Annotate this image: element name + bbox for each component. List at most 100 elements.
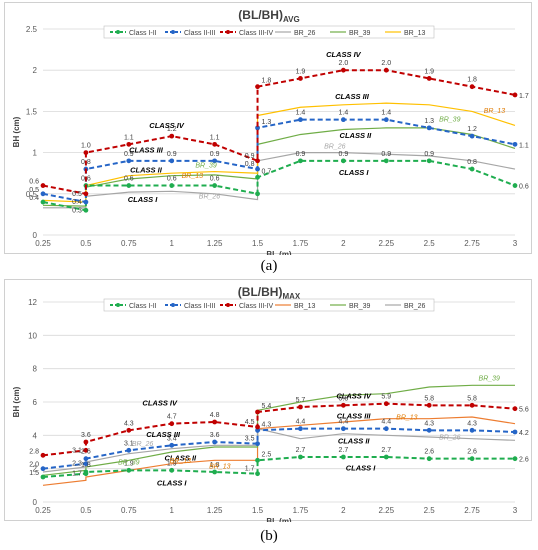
chart-b-data-label: 4.5 [245, 419, 255, 426]
chart-a-data-point [169, 158, 175, 164]
chart-b-annotation: CLASS IV [142, 398, 178, 407]
chart-b-annotation: CLASS IV [336, 392, 372, 401]
chart-a-data-label: 1.1 [124, 134, 134, 141]
chart-a-x-tick-label: 2.25 [378, 239, 394, 248]
chart-b-data-point [126, 447, 132, 453]
chart-b-data-point [298, 426, 303, 432]
chart-a-data-label: 0.6 [210, 176, 220, 183]
chart-a-data-label: 1.4 [338, 110, 348, 117]
chart-b-data-point [83, 439, 89, 445]
chart-b-data-label: 4.4 [338, 419, 348, 426]
chart-a-data-point [83, 199, 89, 205]
chart-b-legend-label: Class I-II [129, 303, 157, 310]
chart-b-y-tick-label: 4 [33, 431, 38, 440]
chart-b-series-line-class-iii-iv [42, 402, 516, 457]
chart-b-data-label: 3.6 [81, 432, 91, 439]
chart-a-data-label: 0.9 [245, 153, 255, 160]
chart-a-x-tick-label: 1.75 [293, 239, 309, 248]
chart-a-data-label: 0.9 [424, 151, 434, 158]
chart-a-data-point [383, 158, 389, 164]
chart-b-data-label: 3.5 [245, 436, 255, 443]
chart-b-annotation: CLASS I [346, 463, 377, 472]
chart-b-annotation: BR_39 [118, 460, 140, 467]
chart-b-data-point [469, 427, 475, 433]
chart-a-data-label: 1.7 [519, 93, 529, 100]
chart-b-x-tick-label: 1.5 [252, 506, 264, 515]
chart-b-data-point [469, 456, 475, 462]
chart-a-data-point [426, 76, 432, 81]
chart-a-data-label: 1.1 [519, 142, 529, 149]
chart-a-annotation: CLASS III [129, 146, 164, 155]
chart-a-data-point [83, 191, 89, 197]
chart-b-data-label: 1.9 [167, 460, 177, 467]
chart-b-annotation: CLASS II [338, 437, 371, 446]
chart-a-data-label: 0.9 [210, 151, 220, 158]
chart-a-legend-label: BR_39 [349, 30, 371, 37]
chart-b-title-subscript: MAX [282, 292, 300, 301]
chart-b-x-tick-label: 1.25 [207, 506, 223, 515]
chart-a-x-tick-label: 1.5 [252, 239, 264, 248]
chart-a-data-label: 0.6 [29, 179, 39, 186]
chart-a-x-tick-label: 0.5 [80, 239, 92, 248]
chart-b-annotation: BR_13 [396, 415, 418, 422]
chart-b-data-label: 3.6 [210, 432, 220, 439]
chart-b-data-label: 2.6 [81, 449, 91, 456]
chart-b-y-tick-label: 10 [28, 331, 37, 340]
chart-b-data-label: 1.9 [124, 460, 134, 467]
chart-b-data-point [212, 469, 218, 475]
chart-b-legend-label: Class III-IV [239, 303, 274, 310]
chart-a-data-label: 0.8 [81, 159, 91, 166]
chart-b-data-label: 5.8 [424, 395, 434, 402]
chart-a-title: (BL/BH)AVG [238, 8, 299, 24]
chart-b-data-point [212, 419, 218, 425]
chart-a-data-point [512, 141, 518, 147]
chart-b-y-tick-label: 0 [33, 498, 38, 507]
chart-b-data-label: 1.7 [245, 466, 255, 473]
chart-b-data-label: 5.8 [467, 395, 477, 402]
chart-a-data-label: 2.0 [338, 60, 348, 67]
chart-a-data-point [126, 183, 132, 188]
chart-b-data-point [383, 401, 389, 407]
chart-b-data-point [83, 469, 89, 475]
chart-a-data-point [40, 199, 46, 205]
chart-a-data-point [426, 158, 432, 164]
chart-a-series-line-br-39 [42, 127, 516, 207]
chart-a-annotation: BR_26 [324, 143, 346, 150]
chart-a-annotation: BR_39 [195, 162, 217, 169]
chart-a-data-label: 1.3 [262, 119, 272, 126]
chart-a-data-point [40, 183, 46, 188]
chart-a-data-label: 1.9 [296, 68, 306, 75]
chart-b-x-tick-label: 2 [341, 506, 346, 515]
chart-a-y-tick-label: 0 [33, 231, 38, 240]
chart-b-y-tick-label: 6 [33, 398, 38, 407]
chart-b-x-tick-label: 2.5 [424, 506, 436, 515]
chart-b-data-label: 2.7 [381, 447, 391, 454]
chart-a-data-label: 0.6 [519, 184, 529, 191]
chart-b-data-point [512, 456, 518, 462]
chart-b-data-label: 5.4 [262, 403, 272, 410]
chart-b-data-label: 4.3 [124, 420, 134, 427]
chart-a-legend-label: Class I-II [129, 30, 157, 37]
chart-a-data-label: 0.5 [29, 187, 39, 194]
chart-a-annotation: BR_13 [484, 108, 506, 115]
chart-a-data-point [40, 191, 46, 197]
chart-a-annotation: CLASS III [335, 92, 370, 101]
panel-label-b: (b) [260, 528, 278, 544]
chart-b-x-tick-label: 3 [513, 506, 518, 515]
chart-b-data-label: 5.9 [381, 394, 391, 401]
chart-a-y-tick-label: 0.5 [26, 190, 38, 199]
chart-b-x-tick-label: 0.5 [80, 506, 92, 515]
chart-b-data-point [255, 471, 260, 477]
chart-a-x-tick-label: 1.25 [207, 239, 223, 248]
chart-a-y-axis-label: BH (cm) [12, 116, 21, 147]
chart-a-data-point [469, 133, 475, 139]
chart-a-data-label: 1.8 [262, 78, 272, 85]
chart-a-x-tick-label: 2 [341, 239, 346, 248]
chart-a-annotation: BR_26 [199, 194, 221, 201]
chart-b-data-label: 4.3 [262, 421, 272, 428]
chart-b-data-label: 2.6 [467, 449, 477, 456]
chart-b-annotation: CLASS I [157, 478, 188, 487]
chart-b-data-point [212, 439, 218, 445]
chart-a-data-label: 1.4 [296, 110, 306, 117]
chart-b-data-point [126, 427, 132, 433]
